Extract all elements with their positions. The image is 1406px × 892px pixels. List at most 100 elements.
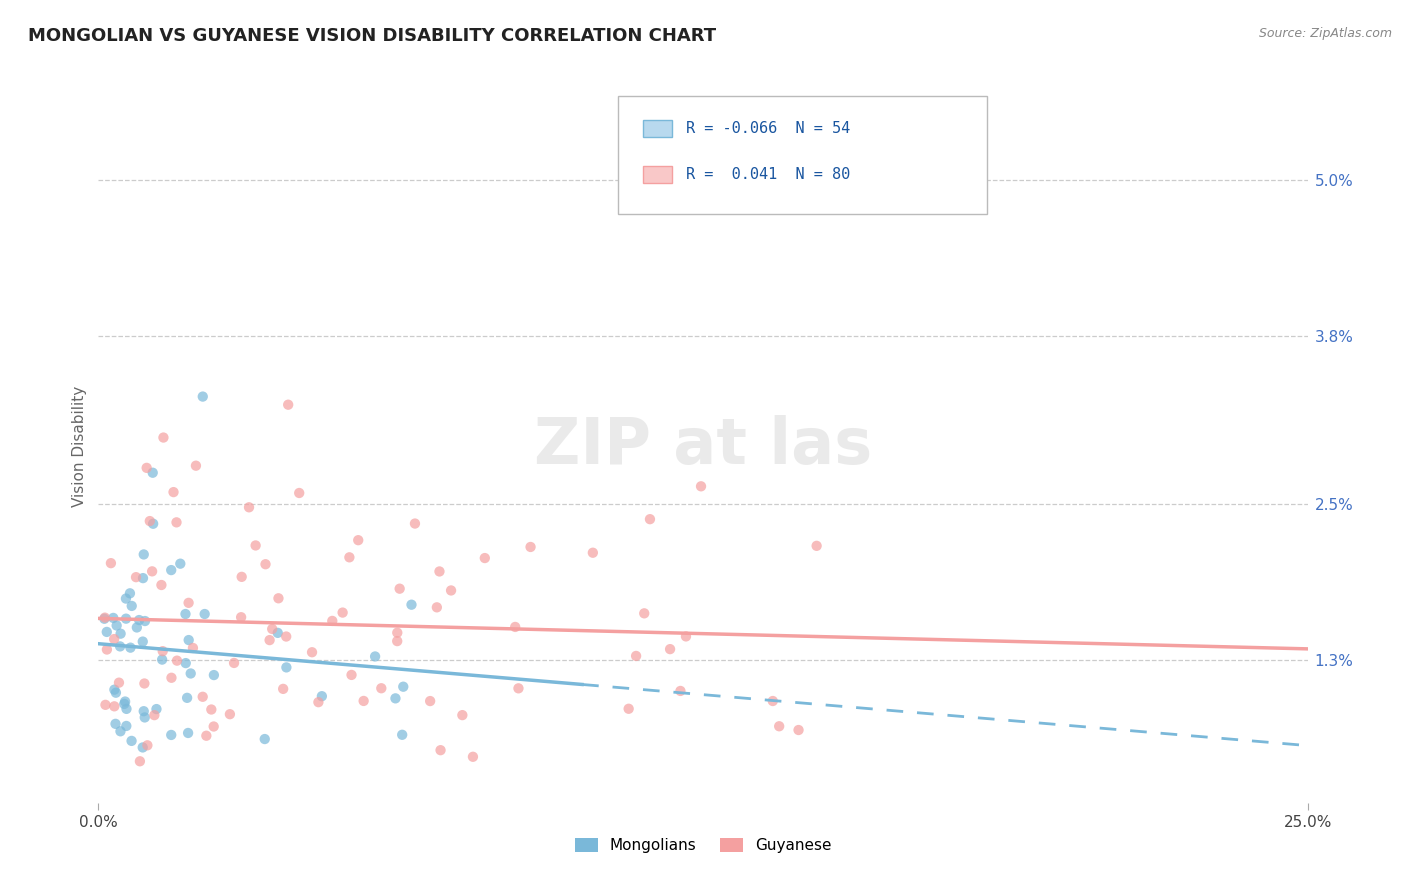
Point (387, 634, 409, 648)
Point (301, 645, 323, 659)
Point (110, 626, 132, 640)
Point (340, 668, 363, 682)
Point (141, 565, 163, 579)
Point (174, 607, 197, 621)
Point (112, 697, 135, 711)
Point (690, 479, 713, 493)
Point (194, 607, 217, 621)
Point (132, 704, 155, 718)
Point (125, 570, 148, 584)
Point (638, 512, 661, 526)
Y-axis label: Vision Disability: Vision Disability (72, 385, 87, 507)
Point (169, 557, 191, 571)
Point (135, 461, 157, 475)
Point (115, 702, 138, 716)
Point (332, 606, 354, 620)
Point (132, 571, 155, 585)
Point (96, 642, 118, 657)
Point (128, 613, 150, 627)
Point (150, 578, 173, 592)
Point (132, 634, 155, 648)
Point (271, 681, 294, 696)
Point (387, 625, 409, 640)
Point (321, 614, 343, 628)
Point (404, 516, 426, 531)
Point (180, 666, 202, 681)
Point (508, 681, 530, 696)
Point (337, 550, 360, 565)
Point (503, 620, 526, 634)
Point (115, 612, 138, 626)
Legend: Mongolians, Guyanese: Mongolians, Guyanese (568, 832, 838, 859)
Point (419, 694, 441, 708)
Point (136, 739, 159, 753)
Point (152, 644, 174, 658)
Text: ZIP at las: ZIP at las (534, 415, 872, 477)
Point (288, 486, 311, 500)
Point (166, 516, 188, 530)
Point (311, 689, 333, 703)
Point (103, 632, 125, 646)
Point (669, 684, 692, 698)
Point (392, 680, 415, 694)
Point (104, 686, 127, 700)
Point (142, 466, 165, 480)
Point (108, 675, 131, 690)
FancyBboxPatch shape (643, 120, 672, 137)
Point (388, 582, 411, 596)
Point (474, 551, 496, 566)
Point (245, 538, 267, 552)
Point (152, 431, 174, 445)
Point (121, 599, 143, 613)
Point (519, 540, 541, 554)
Point (262, 622, 284, 636)
Point (401, 598, 423, 612)
Point (145, 702, 167, 716)
Point (176, 690, 198, 705)
Point (103, 699, 125, 714)
Point (120, 640, 142, 655)
Point (276, 630, 298, 644)
FancyBboxPatch shape (619, 96, 987, 214)
Point (105, 618, 128, 632)
Point (132, 548, 155, 562)
Point (160, 728, 183, 742)
Text: R =  0.041  N = 80: R = 0.041 N = 80 (686, 168, 851, 182)
Point (160, 563, 183, 577)
Point (115, 719, 138, 733)
Point (768, 719, 790, 733)
Point (440, 583, 463, 598)
FancyBboxPatch shape (643, 166, 672, 184)
Point (114, 694, 136, 708)
Point (174, 656, 197, 670)
Point (617, 702, 640, 716)
Point (100, 556, 122, 570)
Point (160, 671, 183, 685)
Point (353, 694, 375, 708)
Point (200, 702, 222, 716)
Point (132, 740, 155, 755)
Point (202, 719, 225, 733)
Point (633, 607, 655, 621)
Point (429, 565, 451, 579)
Point (162, 485, 184, 500)
Point (347, 533, 370, 548)
Point (276, 660, 298, 674)
Point (177, 596, 200, 610)
Point (254, 558, 277, 572)
Point (624, 648, 647, 663)
Point (118, 586, 141, 600)
Point (238, 500, 260, 515)
Point (103, 611, 125, 625)
Point (184, 458, 207, 473)
Point (391, 728, 413, 742)
Point (451, 708, 474, 723)
Point (675, 629, 697, 643)
Point (267, 591, 290, 606)
Point (115, 591, 138, 606)
Point (384, 691, 406, 706)
Point (128, 754, 150, 768)
Text: R = -0.066  N = 54: R = -0.066 N = 54 (686, 121, 851, 136)
Point (134, 710, 156, 724)
Point (96, 624, 118, 639)
